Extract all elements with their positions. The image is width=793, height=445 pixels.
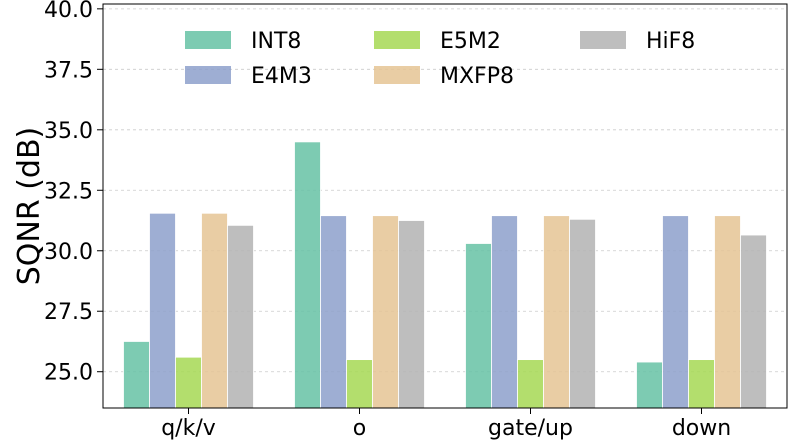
x-tick-label: gate/up [488,416,573,441]
bar-mxfp8-1 [372,215,399,409]
y-tick-label: 25.0 [44,361,93,386]
legend-label: E4M3 [251,64,312,89]
x-axis-ticks: q/k/v o gate/up down [161,408,731,441]
legend-swatch [374,31,420,49]
legend-swatch [374,66,420,84]
bar-e4m3-0 [149,212,176,409]
bar-e5m2-3 [688,359,715,409]
bar-hif8-1 [398,220,425,409]
bar-e5m2-1 [346,359,373,409]
bar-mxfp8-3 [714,215,741,409]
bar-hif8-0 [227,224,254,409]
x-tick-label: o [353,416,366,441]
y-axis-ticks: 25.0 27.5 30.0 32.5 35.0 37.5 40.0 [44,0,103,386]
y-tick-label: 35.0 [44,119,93,144]
legend-swatch [580,31,626,49]
y-tick-label: 30.0 [44,240,93,265]
legend: INT8 E4M3 E5M2 MXFP8 HiF8 [185,29,695,89]
legend-label: HiF8 [646,29,695,54]
bar-e4m3-1 [320,215,347,409]
plot-frame [102,3,788,409]
x-tick-label: down [672,416,731,441]
bar-int8-3 [636,361,663,409]
bar-e4m3-3 [662,215,689,409]
y-tick-label: 27.5 [44,300,93,325]
legend-swatch [185,31,231,49]
bar-e5m2-2 [517,359,544,409]
y-axis-label: SQNR (dB) [12,127,47,286]
bar-mxfp8-0 [201,212,228,409]
legend-item-int8: INT8 [185,29,301,54]
legend-swatch [185,66,231,84]
bar-int8-1 [294,141,321,409]
bars [123,141,767,409]
legend-label: MXFP8 [440,64,514,89]
legend-item-e4m3: E4M3 [185,64,312,89]
y-tick-label: 40.0 [44,0,93,23]
x-tick-label: q/k/v [161,416,216,441]
legend-label: INT8 [251,29,301,54]
legend-item-hif8: HiF8 [580,29,695,54]
bar-int8-0 [123,341,150,409]
bar-hif8-3 [740,234,767,409]
bar-e5m2-0 [175,356,202,409]
legend-item-mxfp8: MXFP8 [374,64,514,89]
bar-e4m3-2 [491,215,518,409]
bar-hif8-2 [569,218,596,409]
y-tick-label: 37.5 [44,58,93,83]
bar-int8-2 [465,243,492,409]
bar-mxfp8-2 [543,215,570,409]
y-tick-label: 32.5 [44,179,93,204]
legend-label: E5M2 [440,29,501,54]
legend-item-e5m2: E5M2 [374,29,501,54]
